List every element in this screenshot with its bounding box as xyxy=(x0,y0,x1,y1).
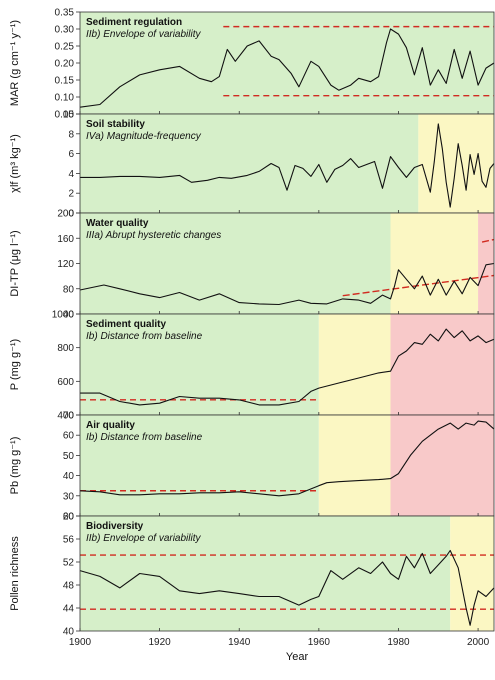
soil-stability-ytick-label: 4 xyxy=(68,169,74,180)
sediment-regulation-ytick-label: 0.15 xyxy=(55,76,75,87)
soil-stability-subtitle: IVa) Magnitude-frequency xyxy=(86,131,202,142)
air-quality-ytick-label: 40 xyxy=(63,471,75,482)
water-quality-ytick-label: 120 xyxy=(57,259,74,270)
air-quality-ytick-label: 70 xyxy=(63,411,75,422)
biodiversity-subtitle: IIb) Envelope of variability xyxy=(86,533,202,544)
air-quality-subtitle: Ib) Distance from baseline xyxy=(86,432,203,443)
sediment-regulation-title: Sediment regulation xyxy=(86,17,182,28)
biodiversity-ytick-label: 48 xyxy=(63,581,75,592)
sediment-quality-ytick-label: 600 xyxy=(57,377,74,388)
water-quality-ytick-label: 80 xyxy=(63,284,75,295)
sediment-quality-ytick-label: 800 xyxy=(57,343,74,354)
water-quality-ylabel: DI-TP (μg l⁻¹) xyxy=(9,230,21,296)
xtick-label: 1920 xyxy=(148,637,171,648)
sediment-regulation-ytick-label: 0.10 xyxy=(55,93,75,104)
air-quality-zone-red xyxy=(391,415,495,516)
biodiversity-ytick-label: 56 xyxy=(63,535,75,546)
sediment-regulation-ytick-label: 0.20 xyxy=(55,59,75,70)
xtick-label: 1940 xyxy=(228,637,251,648)
sediment-regulation-ytick-label: 0.30 xyxy=(55,25,75,36)
soil-stability-ylabel: χlf (m³ kg⁻¹) xyxy=(9,134,21,193)
water-quality-title: Water quality xyxy=(86,218,149,229)
sediment-regulation-subtitle: IIb) Envelope of variability xyxy=(86,29,202,40)
biodiversity-ytick-label: 40 xyxy=(63,627,75,638)
sediment-regulation-ytick-label: 0.25 xyxy=(55,42,75,53)
sediment-quality-ylabel: P (mg g⁻¹) xyxy=(9,339,21,390)
biodiversity-title: Biodiversity xyxy=(86,521,144,532)
soil-stability-ytick-label: 8 xyxy=(68,129,74,140)
sediment-quality-zone-red xyxy=(391,314,495,415)
water-quality-zone-yellow xyxy=(391,213,479,314)
xtick-label: 2000 xyxy=(467,637,490,648)
sediment-quality-zone-yellow xyxy=(319,314,391,415)
sediment-quality-ytick-label: 1000 xyxy=(52,310,75,321)
biodiversity-ytick-label: 52 xyxy=(63,558,75,569)
water-quality-subtitle: IIIa) Abrupt hysteretic changes xyxy=(86,230,221,241)
water-quality-ytick-label: 160 xyxy=(57,234,74,245)
air-quality-ytick-label: 50 xyxy=(63,451,75,462)
soil-stability-ytick-label: 10 xyxy=(63,110,75,121)
biodiversity-ytick-label: 60 xyxy=(63,512,75,523)
sediment-regulation-ylabel: MAR (g cm⁻¹ y⁻¹) xyxy=(9,20,21,106)
xtick-label: 1960 xyxy=(308,637,331,648)
biodiversity-ytick-label: 44 xyxy=(63,604,75,615)
xtick-label: 1900 xyxy=(69,637,92,648)
air-quality-title: Air quality xyxy=(86,420,135,431)
air-quality-ytick-label: 30 xyxy=(63,491,75,502)
sediment-quality-title: Sediment quality xyxy=(86,319,166,330)
air-quality-ytick-label: 60 xyxy=(63,431,75,442)
air-quality-ylabel: Pb (mg g⁻¹) xyxy=(9,437,21,495)
soil-stability-title: Soil stability xyxy=(86,119,145,130)
x-axis-label: Year xyxy=(286,651,309,663)
sediment-quality-subtitle: Ib) Distance from baseline xyxy=(86,331,203,342)
air-quality-panel xyxy=(76,415,494,516)
water-quality-ytick-label: 200 xyxy=(57,209,74,220)
air-quality-zone-yellow xyxy=(319,415,391,516)
soil-stability-ytick-label: 6 xyxy=(68,149,74,160)
soil-stability-ytick-label: 2 xyxy=(68,189,74,200)
biodiversity-ylabel: Pollen richness xyxy=(9,536,21,611)
sediment-regulation-ytick-label: 0.35 xyxy=(55,8,75,19)
xtick-label: 1980 xyxy=(387,637,410,648)
